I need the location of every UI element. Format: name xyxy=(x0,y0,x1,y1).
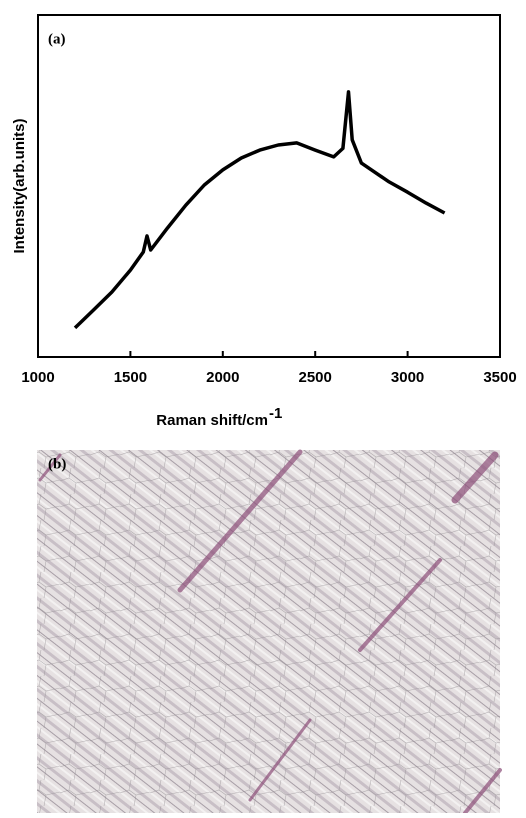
x-axis-label: Raman shift/cm xyxy=(156,412,268,429)
x-tick-label: 3000 xyxy=(391,369,424,386)
x-tick-label: 2500 xyxy=(299,369,332,386)
micrograph: (b) xyxy=(37,449,502,815)
x-axis-label-superscript: -1 xyxy=(269,405,282,422)
x-tick-label: 1500 xyxy=(114,369,147,386)
spectrum-line xyxy=(73,90,446,330)
x-tick-label: 1000 xyxy=(21,369,54,386)
x-tick-label: 2000 xyxy=(206,369,239,386)
plot-frame xyxy=(37,14,501,358)
panel-label: (b) xyxy=(48,456,66,472)
panel-label: (a) xyxy=(48,31,66,47)
x-tick-label: 3500 xyxy=(483,369,516,386)
y-axis-label: Intensity(arb.units) xyxy=(11,118,28,253)
